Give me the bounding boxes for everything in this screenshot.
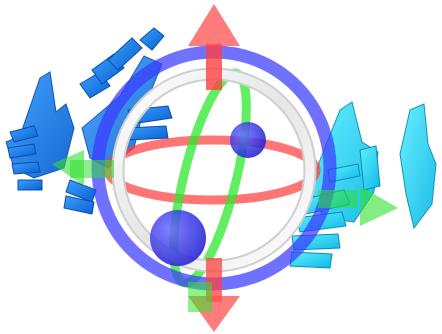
arrow-left-icon (52, 150, 84, 186)
scale-handle-large[interactable] (150, 210, 206, 266)
left-hand-model[interactable] (5, 27, 173, 215)
arrow-right-icon (360, 186, 398, 226)
arrow-up-icon (188, 4, 240, 46)
scale-handle-small[interactable] (230, 122, 266, 158)
x-rotation-ring[interactable] (103, 135, 321, 205)
x-translate-arrow[interactable] (52, 150, 398, 226)
z-translate-handle[interactable] (188, 282, 212, 312)
